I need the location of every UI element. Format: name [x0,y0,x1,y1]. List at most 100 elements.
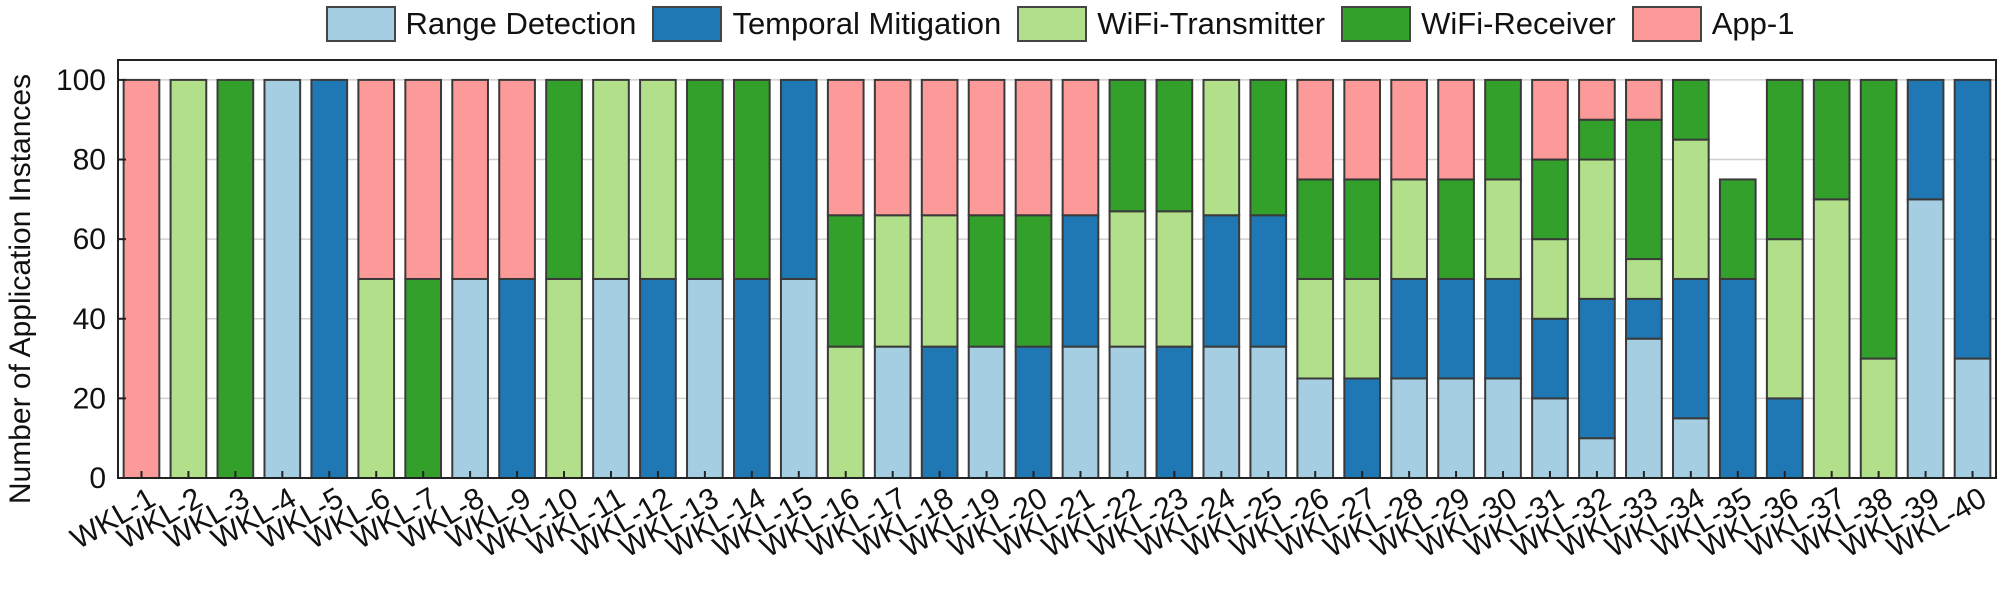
bar-segment [1108,210,1147,348]
bar-segment [1061,78,1100,217]
bar-segment [1718,277,1757,480]
bar-segment [1390,178,1428,280]
bar-segment [1437,78,1475,181]
legend-item: Temporal Mitigation [652,6,1001,42]
bar-segment [1531,238,1569,320]
bar-segment [1718,178,1757,280]
bar-segment [1578,78,1616,121]
bar-segment [1484,78,1522,181]
bar-segment [920,78,959,217]
bar-segment [1249,345,1288,479]
legend-label: WiFi-Receiver [1421,6,1616,41]
legend-item: WiFi-Receiver [1341,6,1616,42]
bar-segment [357,277,396,480]
bar-segment [1249,78,1288,217]
bar-segment [1343,78,1382,181]
y-tick-label: 100 [56,64,106,97]
bar-segment [1625,297,1663,340]
legend-label: WiFi-Transmitter [1097,6,1326,41]
legend-label: Temporal Mitigation [732,6,1002,41]
bar-segment [1437,277,1475,380]
bar-segment [1812,78,1851,201]
bar-segment [592,78,630,280]
bar-segment [1625,118,1663,261]
bar-segment [1155,78,1194,213]
y-tick-label: 0 [89,462,106,495]
legend: Range Detection Temporal Mitigation WiFi-T… [280,0,1840,48]
bar-segment [1202,214,1241,348]
bar-segment [1202,345,1241,479]
legend-swatch [652,6,723,42]
bar-segment [1671,138,1710,280]
bar-segment [498,277,536,480]
y-tick-label: 80 [73,144,106,177]
bar-segment [826,345,865,479]
bar-segment [1296,78,1335,181]
bar-segment [216,78,255,480]
bar-segment [732,78,771,280]
bar-segment [920,214,959,348]
bar-segment [1953,357,1992,480]
bar-segment [592,277,630,480]
bar-segment [1296,277,1335,380]
legend-swatch [325,6,396,42]
bar-segment [1906,78,1945,201]
legend-item: Range Detection [325,6,636,42]
bar-segment [967,214,1006,348]
bar-segment [1437,178,1475,280]
bar-segment [1014,78,1053,217]
legend-label: App-1 [1711,6,1795,41]
bar-segment [1625,337,1663,479]
bar-segment [451,78,489,280]
bar-segment [1578,158,1616,300]
bar-segment [967,345,1006,479]
bar-segment [1953,78,1992,360]
bar-segment [639,277,677,480]
bar-segment [826,78,865,217]
bar-segment [1155,210,1194,348]
bar-segment [686,277,724,480]
bar-segment [310,78,349,480]
bar-segment [357,78,396,280]
bar-segment [779,78,818,280]
y-tick-label: 60 [73,223,106,256]
bar-segment [1390,277,1428,380]
bar-segment [1765,238,1804,400]
bar-segment [1249,214,1288,348]
bar-segment [967,78,1006,217]
bar-segment [1484,277,1522,380]
bar-segment [1531,317,1569,400]
bar-segment [826,214,865,348]
bar-segment [1625,78,1663,121]
bar-segment [545,277,583,480]
bar-segment [1296,377,1335,480]
bar-segment [1343,178,1382,280]
bar-segment [1671,277,1710,420]
bar-segment [1061,345,1100,479]
plot-frame [117,59,1997,479]
bar-segment [1765,78,1804,241]
legend-item: WiFi-Transmitter [1017,6,1325,42]
bar-segment [1859,78,1898,360]
legend-swatch [1341,6,1412,42]
bar-segment [404,277,443,480]
bar-segment [686,78,724,280]
bar-segment [1390,377,1428,480]
bar-segment [1014,214,1053,348]
bar-segment [451,277,489,480]
bar-segment [1343,377,1382,480]
bar-segment [1765,397,1804,479]
bar-segment [732,277,771,480]
bar-segment [1531,158,1569,241]
bar-segment [122,78,161,480]
bar-segment [545,78,583,280]
bar-segment [1859,357,1898,480]
bar-segment [873,214,912,348]
bar-segment [1296,178,1335,280]
bar-segment [779,277,818,480]
bar-segment [498,78,536,280]
bar-segment [1531,78,1569,161]
bar-segment [1343,277,1382,380]
bar-segment [1671,78,1710,141]
